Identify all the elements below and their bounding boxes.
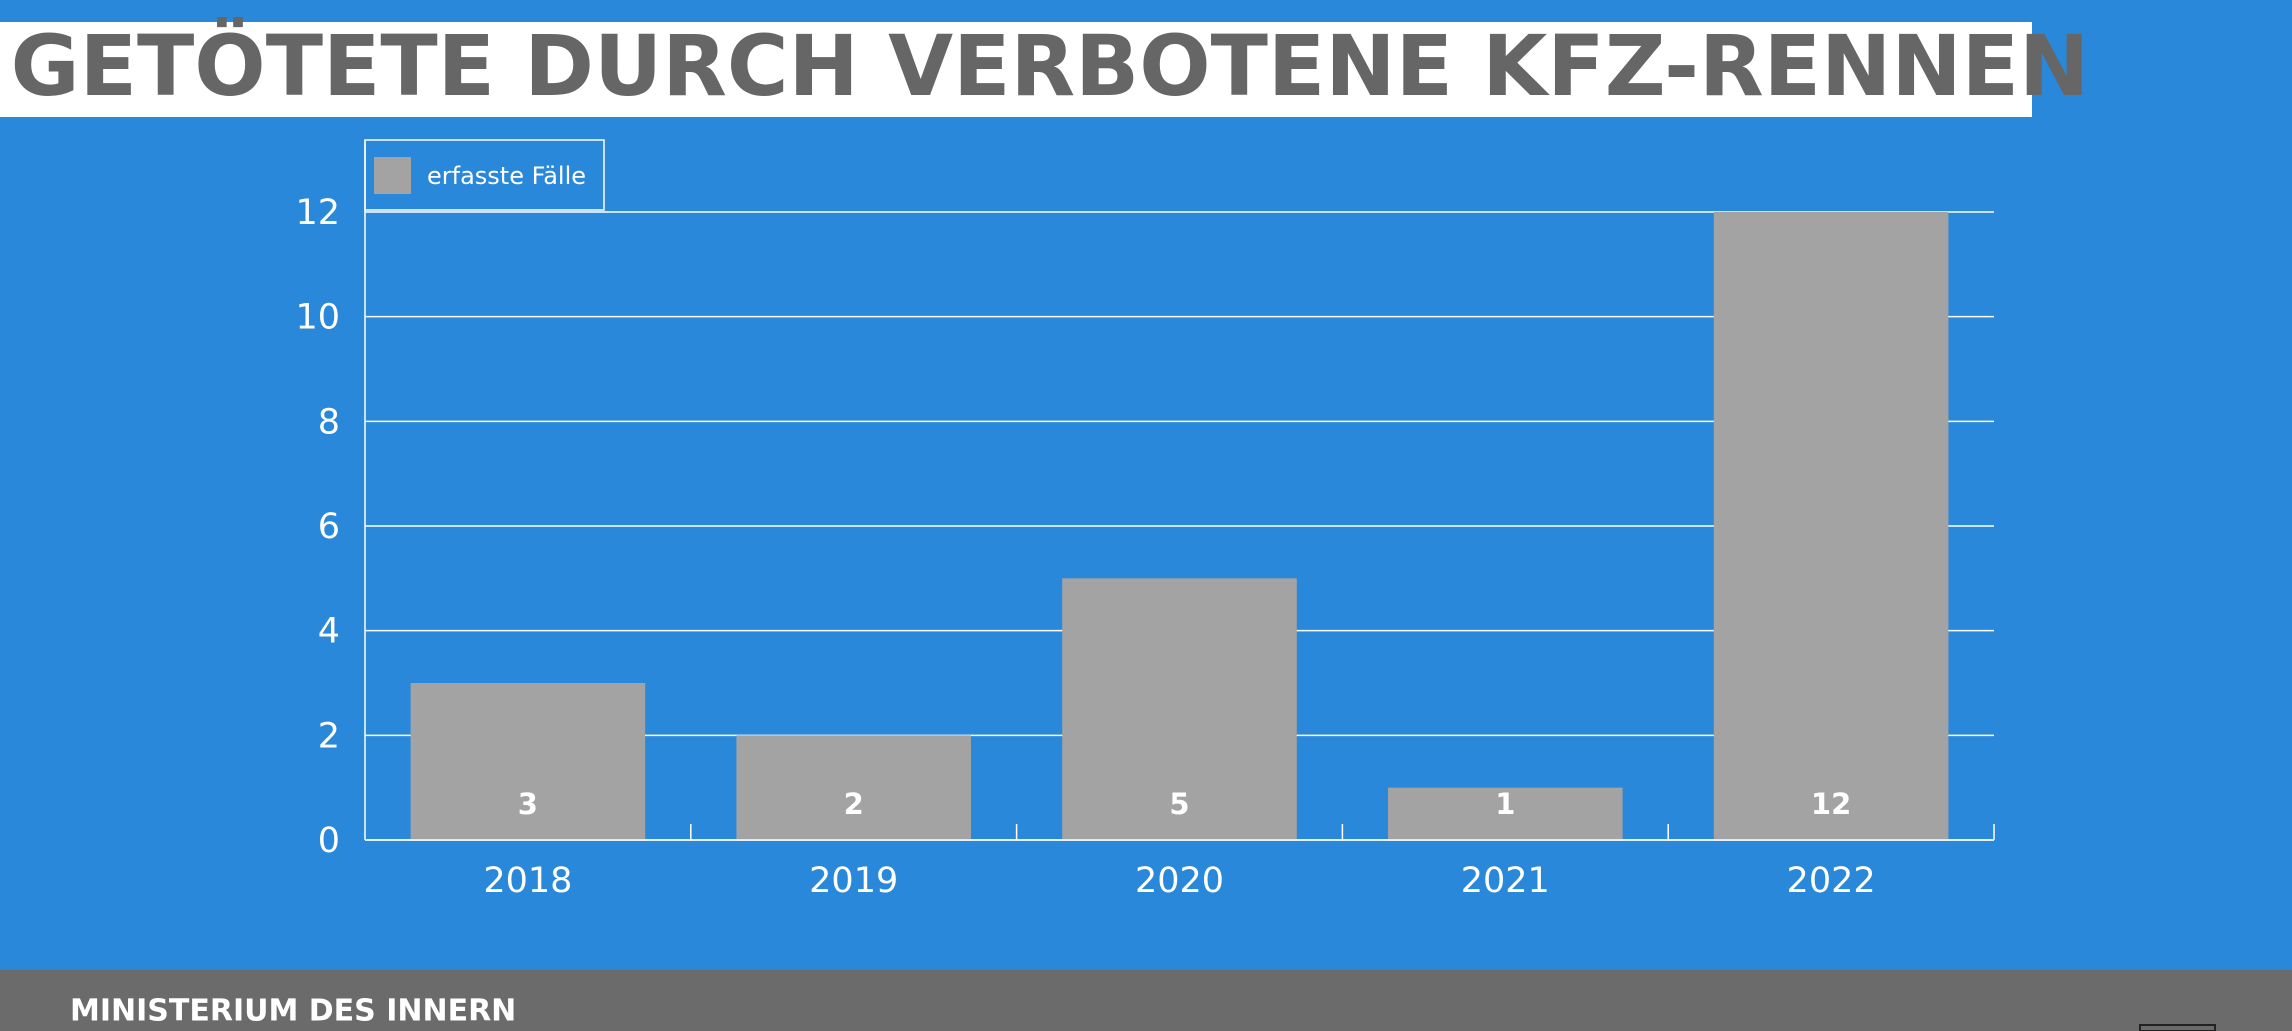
value-label: 1 (1495, 787, 1515, 821)
bar (1713, 212, 1949, 840)
value-label: 2 (844, 787, 864, 821)
value-label: 12 (1811, 787, 1851, 821)
value-label: 3 (518, 787, 538, 821)
y-tick-label: 0 (318, 821, 340, 861)
y-tick-label: 4 (318, 612, 340, 652)
legend-box (364, 139, 605, 211)
y-tick-label: 2 (318, 716, 340, 756)
bar (1062, 578, 1297, 840)
x-tick-label: 2020 (1135, 861, 1224, 901)
footer-icon (2139, 1024, 2216, 1031)
x-tick-label: 2022 (1787, 861, 1876, 901)
footer-band (0, 970, 2292, 1031)
legend-label: erfasste Fälle (427, 162, 586, 190)
y-tick-label: 6 (318, 507, 340, 547)
legend-swatch (374, 157, 411, 194)
bar (736, 735, 971, 840)
x-tick-label: 2021 (1461, 861, 1550, 901)
y-tick-label: 10 (295, 298, 340, 338)
title-band (0, 22, 2032, 117)
y-tick-label: 12 (295, 193, 340, 233)
footer-text: MINISTERIUM DES INNERN (70, 994, 516, 1029)
bar (410, 683, 646, 840)
x-tick-label: 2018 (483, 861, 572, 901)
bar (1388, 787, 1623, 840)
x-tick-label: 2019 (809, 861, 898, 901)
value-label: 5 (1169, 787, 1189, 821)
chart-title: GETÖTETE DURCH VERBOTENE KFZ-RENNEN (11, 17, 2090, 115)
y-tick-label: 8 (318, 402, 340, 442)
